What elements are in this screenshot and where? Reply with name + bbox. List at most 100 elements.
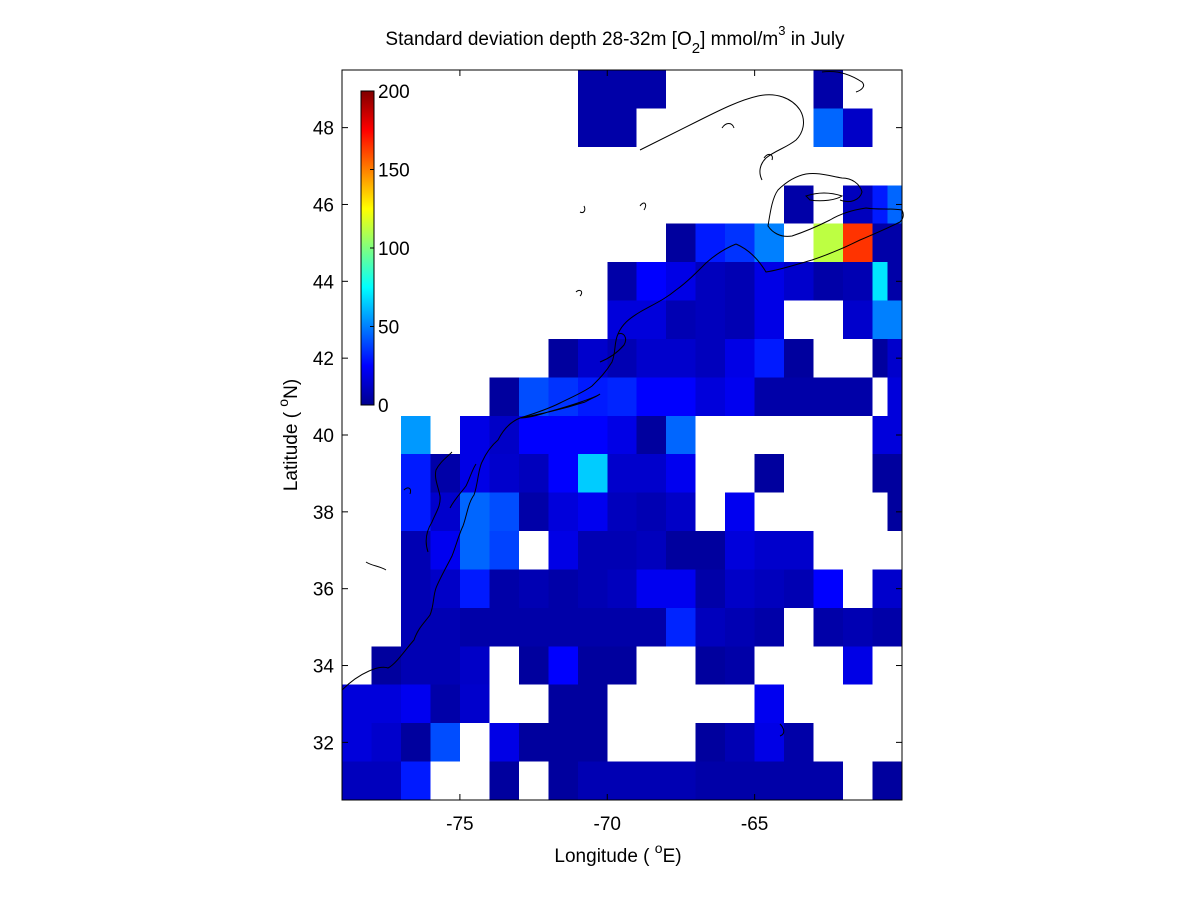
heatmap-cell (607, 300, 637, 339)
x-tick-label: -70 (594, 814, 621, 835)
coastline-pei (805, 192, 844, 202)
colorbar-tick-label: 200 (378, 82, 410, 103)
heatmap-cell (725, 761, 755, 800)
heatmap-cell (695, 262, 726, 301)
heatmap-cell (577, 607, 608, 647)
heatmap-cell (607, 338, 637, 378)
heatmap-cell (725, 569, 755, 608)
y-tick-label: 40 (313, 426, 334, 447)
heatmap-cell (843, 646, 873, 685)
heatmap-cell (400, 761, 431, 800)
heatmap-cell (695, 723, 726, 762)
heatmap-cell (725, 492, 755, 532)
colorbar: 0 50 100 150 200 (360, 82, 410, 417)
heatmap-cell (695, 223, 726, 263)
heatmap-cell (548, 415, 578, 455)
coastline-chesapeake (425, 451, 453, 553)
heatmap-cell (636, 761, 667, 800)
heatmap-cell (430, 684, 460, 724)
chart-title: Standard deviation depth 28-32m [O2] mmo… (385, 23, 845, 57)
heatmap-cell (607, 377, 637, 416)
coastline-gulf-st-lawrence (639, 94, 804, 181)
coastline-us (341, 243, 737, 691)
heatmap-cell (342, 761, 372, 800)
heatmap-cell (400, 454, 431, 493)
heatmap-cell (725, 338, 755, 378)
heatmap-cell (400, 723, 431, 762)
y-tick-label: 38 (313, 503, 334, 524)
heatmap-cell (459, 415, 490, 455)
heatmap-cell (754, 454, 785, 493)
heatmap-cell (754, 723, 785, 762)
heatmap-cell (400, 531, 431, 570)
heatmap-cell (607, 70, 637, 109)
title-subscript: 2 (692, 40, 700, 57)
coastline (341, 71, 904, 737)
title-tail: in July (785, 29, 845, 50)
x-axis-label: Longitude ( oE) (554, 840, 681, 867)
heatmap-cell (400, 492, 431, 532)
heatmap-cell (695, 338, 726, 378)
heatmap-cell (887, 377, 902, 416)
heatmap-cell (342, 684, 372, 724)
heatmap-cell (607, 415, 637, 455)
coastline-nova-scotia (735, 173, 904, 273)
heatmap-cell (843, 607, 873, 647)
heatmap-cell (518, 454, 549, 493)
heatmap-cell (607, 262, 637, 301)
plot-area: -75 -70 -65 32 34 36 38 40 42 44 46 48 (313, 69, 904, 835)
heatmap-cell (754, 377, 785, 416)
ylabel-tail: N) (281, 379, 302, 399)
heatmap-cell (400, 569, 431, 608)
heatmap-cell (754, 684, 785, 724)
heatmap-cell (518, 415, 549, 455)
heatmap-cell (548, 492, 578, 532)
y-tick-label: 34 (313, 657, 335, 678)
title-mid: ] mmol/m (700, 29, 778, 50)
heatmap-cell (754, 338, 785, 378)
heatmap-cell (666, 454, 696, 493)
heatmap-cell (430, 646, 460, 685)
heatmap-cell (725, 300, 755, 339)
heatmap-cell (518, 607, 549, 647)
heatmap-cell (666, 569, 696, 608)
heatmap-cell (459, 607, 490, 647)
xlabel-superscript: o (655, 840, 663, 856)
colorbar-tick-label: 150 (378, 161, 410, 182)
title-superscript: 3 (778, 23, 785, 38)
heatmap-cell (607, 569, 637, 608)
heatmap-cell (887, 223, 902, 263)
heatmap-cell (843, 262, 873, 301)
heatmap-cell (636, 454, 667, 493)
heatmap-cell (577, 569, 608, 608)
heatmap-cell (371, 684, 401, 724)
heatmap-cell (489, 377, 519, 416)
heatmap-cell (607, 108, 637, 147)
heatmap-cell (666, 492, 696, 532)
heatmap-cell (548, 607, 578, 647)
heatmap-cell (577, 454, 608, 493)
heatmap-cell (843, 377, 873, 416)
heatmap-cell (784, 262, 814, 301)
heatmap-cell (607, 492, 637, 532)
heatmap-cell (813, 223, 844, 263)
coastline-islands (365, 123, 785, 737)
heatmap-cell (754, 607, 785, 647)
heatmap-cell (400, 415, 431, 455)
heatmap-cell (887, 454, 902, 493)
heatmap-cell (548, 454, 578, 493)
heatmap-cell (577, 761, 608, 800)
heatmap-cell (813, 607, 844, 647)
heatmap-cell (577, 492, 608, 532)
heatmap-cell (489, 569, 519, 608)
heatmap-cell (887, 492, 902, 532)
heatmap-cell (459, 492, 490, 532)
heatmap-cell (666, 607, 696, 647)
heatmap-cells (342, 70, 902, 800)
y-tick-label: 48 (313, 119, 334, 140)
heatmap-cell (371, 646, 401, 685)
heatmap-cell (548, 569, 578, 608)
heatmap-cell (725, 723, 755, 762)
